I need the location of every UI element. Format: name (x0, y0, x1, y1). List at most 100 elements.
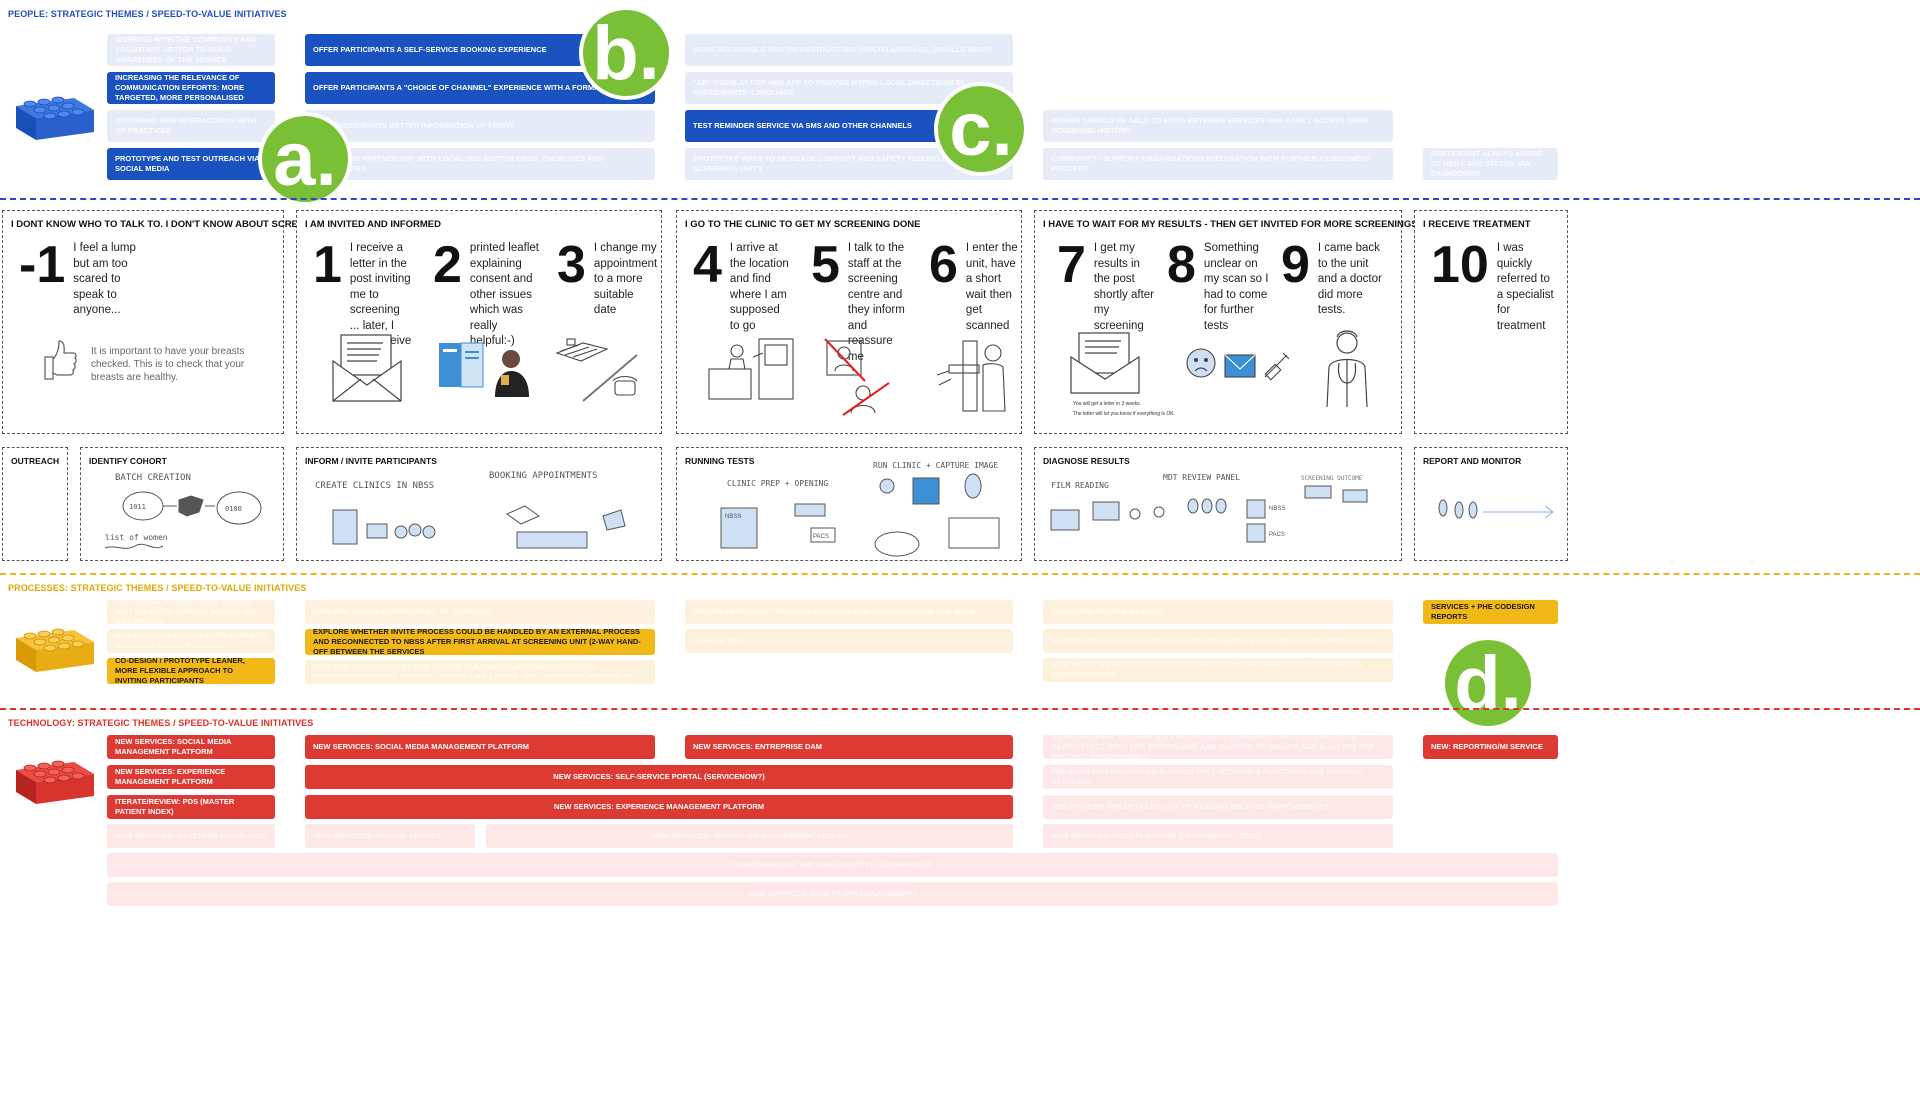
people-section-title: PEOPLE: STRATEGIC THEMES / SPEED-TO-VALU… (8, 9, 287, 19)
step-number: 5 (811, 236, 840, 294)
operation-title: INFORM / INVITE PARTICIPANTS (305, 456, 437, 466)
journey-step: 6 I enter the unit, have a short wait th… (929, 239, 1022, 334)
tech-card[interactable]: NEW SERVICES: SOCIAL MEDIA MANAGEMENT PL… (305, 735, 655, 759)
journey-step: 1 I receive a letter in the post invitin… (313, 236, 412, 365)
step-number: 3 (557, 236, 586, 294)
create-clinics-label: CREATE CLINICS IN NBSS (315, 481, 434, 491)
process-card[interactable]: OTHERS TBC (685, 629, 1013, 653)
tech-card[interactable]: NEW SERVICES: WORKFLOW MANAGEMENT / RULE… (486, 824, 1013, 848)
badge-d: d. (1441, 636, 1535, 730)
people-card[interactable]: WOMEN SHOULD BE ABLE TO MOVE BETWEEN SER… (1043, 110, 1393, 142)
journey-stage-title: I DONT KNOW WHO TO TALK TO. I DON'T KNOW… (11, 219, 328, 230)
blue-lego-brick-icon (12, 88, 96, 147)
tech-divider (0, 708, 1920, 710)
process-card[interactable]: CHALLENGE ASSUMPTIONS AROUND WHY WE INVI… (107, 600, 275, 624)
operation-panel: INFORM / INVITE PARTICIPANTS CREATE CLIN… (296, 447, 662, 561)
operation-panel: RUNNING TESTS CLINIC PREP + OPENING RUN … (676, 447, 1022, 561)
step-text: printed leaflet explaining consent and o… (469, 242, 539, 348)
operation-panel: IDENTIFY COHORT BATCH CREATION 1011 0100… (80, 447, 284, 561)
nbss-label: NBSS (725, 514, 741, 520)
process-section-title: PROCESSES: STRATEGIC THEMES / SPEED-TO-V… (8, 583, 307, 593)
step-number: 4 (693, 236, 722, 294)
tech-card[interactable]: NEW SERVICES: MAILING SERVICE (305, 824, 475, 848)
step-text: I was quickly referred to a specialist f… (1496, 242, 1554, 332)
operation-title: DIAGNOSE RESULTS (1043, 456, 1130, 466)
mammography-machine-icon (933, 335, 1013, 420)
tech-card[interactable]: NEW SERVICES: SOCIAL MEDIA MANAGEMENT PL… (107, 735, 275, 759)
people-card[interactable]: PROTOTYPE AND TEST OUTREACH VIA SOCIAL M… (107, 148, 275, 180)
tech-card[interactable]: NEW SERVICES: EXPERIENCE MANAGEMENT PLAT… (107, 765, 275, 789)
list-of-women-label: list of women (105, 533, 168, 542)
process-divider (0, 573, 1920, 575)
journey-step: 9 I came back to the unit and a doctor d… (1281, 239, 1388, 319)
people-card[interactable]: COMMUNITY / SUPPORT ORGANISATIONS INTEGR… (1043, 148, 1393, 180)
step-number: 1 (313, 236, 342, 294)
process-card[interactable]: EXPLORE OPPORTUNITIES FOR BETTER MULTI-L… (305, 660, 655, 684)
journey-stage-panel: I RECEIVE TREATMENT 10 I was quickly ref… (1414, 210, 1568, 434)
tech-card[interactable]: NEW SERVICES: ASSETS (API MANAGEMENT) (107, 882, 1558, 906)
tech-card[interactable]: NEW SERVICES: GAZETEER (GEOPLACE) (107, 824, 275, 848)
people-card[interactable]: WORKING WITH THE COMMUNITY AND VOLUNTARY… (107, 34, 275, 66)
tech-card[interactable]: ITERATE/REVIEW: INTEGRATE AS PACKAGES IN… (1043, 735, 1393, 759)
journey-stage-title: I AM INVITED AND INFORMED (305, 219, 441, 230)
journey-stage-title: I GO TO THE CLINIC TO GET MY SCREENING D… (685, 219, 921, 230)
process-card[interactable]: CREATE PERMANENT TRAINING MODULES FOR CL… (685, 600, 1013, 624)
step-number: 2 (433, 236, 462, 294)
results-letter-icon (1069, 329, 1143, 402)
results-note: You will get a letter in 3 weeks. (1073, 401, 1142, 407)
process-card[interactable]: EXPLORE WHETHER INVITE PROCESS COULD BE … (305, 629, 655, 655)
badge-c: c. (934, 82, 1028, 176)
tech-card[interactable]: ITERATE/REVIEW: IAM (NHS IDENTITY) - LOG… (107, 853, 1558, 877)
people-card[interactable]: INCREASING THE RELEVANCE OF COMMUNICATIO… (107, 72, 275, 104)
report-monitor-sketch (1438, 499, 1554, 519)
operation-title: IDENTIFY COHORT (89, 456, 167, 466)
process-card[interactable]: HOW MIGHT WE BETTER SUPPORT WOMEN MOVING… (1043, 658, 1393, 682)
process-card[interactable]: SERVICES + PHE CODESIGN REPORTS (1423, 600, 1558, 624)
people-card[interactable]: WORKING IN PARTNERSHIP WITH LOCAL 3RD SE… (305, 148, 655, 180)
screening-info-note: It is important to have your breasts che… (91, 346, 245, 383)
step-number: 10 (1431, 236, 1489, 294)
tech-card[interactable]: NEW SERVICES: SELF-SERVICE PORTAL (SERVI… (305, 765, 1013, 789)
step-text: I receive a letter in the post inviting … (349, 242, 412, 363)
tech-card[interactable]: SEE SYSTEMS FOR DETAILED LIST OF READING… (1043, 795, 1393, 819)
badge-b: b. (579, 6, 673, 100)
tech-card[interactable]: NEW SERVICES: ENTREPRISE DAM (685, 735, 1013, 759)
journey-stage-panel: I AM INVITED AND INFORMED 1 I receive a … (296, 210, 662, 434)
leaflet-and-person-icon (437, 339, 537, 404)
tech-section-title: TECHNOLOGY: STRATEGIC THEMES / SPEED-TO-… (8, 718, 314, 728)
process-card[interactable]: EXPLORE VIABLE ALTERNATIVES TO "BATCHES" (305, 600, 655, 624)
mdt-label: MDT REVIEW PANEL (1163, 473, 1240, 482)
process-card[interactable]: REVIEW AND CO-DESIGN (POLICY+CLINICIAN+S… (1043, 629, 1393, 653)
tech-card[interactable]: NEW SERVICES: EXPERIENCE MANAGEMENT PLAT… (305, 795, 1013, 819)
step-text: I feel a lump but am too scared to speak… (73, 242, 136, 317)
tech-card[interactable]: NEW: REPORTING/MI SERVICE (1423, 735, 1558, 759)
tech-card[interactable]: ITERATE/REVIEW: PDS (MASTER PATIENT INDE… (107, 795, 275, 819)
people-card[interactable]: PARTICIPANT ALWAYS AWARE OF HER CARE STA… (1423, 148, 1558, 180)
tech-card[interactable]: NEW SERVICES: PACS PLATFORM (CPS/ONE/UPS… (1043, 824, 1393, 848)
journey-stage-panel: I GO TO THE CLINIC TO GET MY SCREENING D… (676, 210, 1022, 434)
operation-title: OUTREACH (11, 456, 60, 466)
process-card[interactable]: RUN BUSINESS DESIGN WORKSHOPS TO REDESIG… (107, 629, 275, 653)
process-card[interactable]: CO-DESIGN / PROTOTYPE LEANER, MORE FLEXI… (107, 658, 275, 684)
journey-step: -1 I feel a lump but am too scared to sp… (19, 239, 139, 319)
people-card[interactable]: DESIGNING NEW INTERACTIONS WITH GP PRACT… (107, 110, 275, 142)
people-card[interactable]: GIVE PARTICIPANTS BETTER INFORMATION UP … (305, 110, 655, 142)
people-card[interactable]: MORE ACCESSIBLE UNIT INFRASTRUCTURE (MUL… (685, 34, 1013, 66)
reception-desk-icon (707, 335, 797, 406)
journey-stage-panel: I DONT KNOW WHO TO TALK TO. I DON'T KNOW… (2, 210, 328, 434)
journey-step: 8 Something unclear on my scan so I had … (1167, 239, 1274, 334)
operation-title: RUNNING TESTS (685, 456, 755, 466)
journey-step: 5 I talk to the staff at the screening c… (811, 236, 910, 365)
run-clinic-label: RUN CLINIC + CAPTURE IMAGE (873, 461, 998, 470)
step-text: I came back to the unit and a doctor did… (1317, 242, 1382, 317)
tech-card[interactable]: PRE-EXIST INTEGRATION (HEALTHFLIX PHC) N… (1043, 765, 1393, 789)
svg-text:0100: 0100 (225, 505, 242, 513)
step-text: I talk to the staff at the screening cen… (847, 242, 905, 363)
journey-step: 7 I get my results in the post shortly a… (1057, 239, 1156, 334)
process-card[interactable]: FACILITATE REMOTE READING (1043, 600, 1393, 624)
svg-text:1011: 1011 (129, 503, 146, 511)
worried-face-and-letter-icon (1185, 341, 1295, 406)
pacs-label: PACS (813, 534, 829, 540)
step-text: Something unclear on my scan so I had to… (1203, 242, 1269, 332)
calendar-and-phone-icon (553, 335, 643, 410)
